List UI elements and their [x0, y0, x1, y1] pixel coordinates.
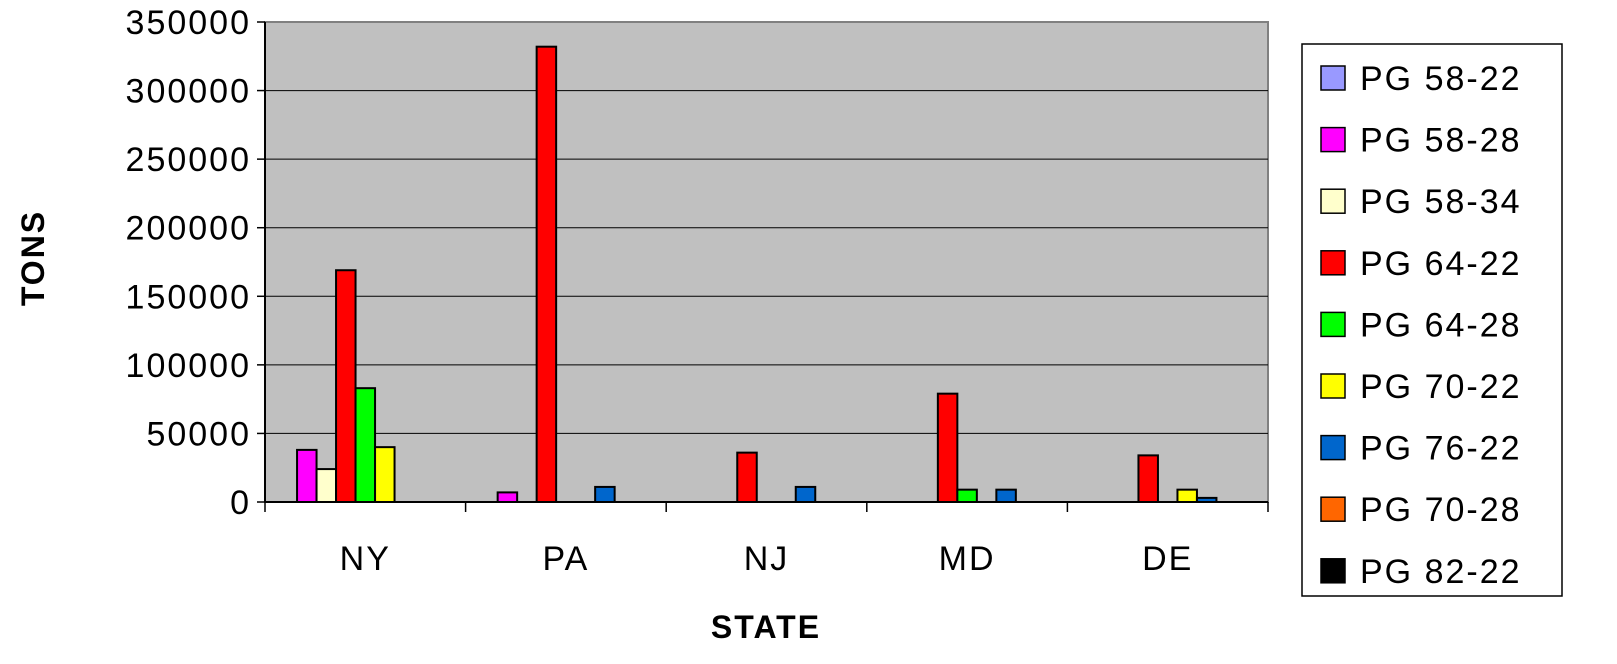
legend-swatch — [1320, 311, 1346, 338]
legend-swatch — [1320, 558, 1346, 584]
legend: PG 58-22 PG 58-28 PG 58-34 PG 64-22 PG 64-28… — [1301, 43, 1563, 597]
legend-label: PG 64-28 — [1360, 306, 1522, 344]
x-tick-labels: NY PA NJ MD DE — [340, 540, 1193, 578]
bar — [936, 392, 959, 503]
legend-swatch — [1320, 188, 1346, 214]
bar — [535, 45, 558, 504]
legend-label: PG 58-28 — [1360, 122, 1522, 160]
bar — [354, 387, 377, 503]
legend-swatch — [1320, 250, 1346, 276]
y-tick-label: 0 — [230, 484, 251, 522]
y-tick-label: 50000 — [146, 415, 251, 453]
x-tick-label: DE — [1142, 540, 1193, 578]
x-tick-label: MD — [939, 540, 996, 578]
y-tick-label: 350000 — [126, 4, 251, 42]
bar — [374, 446, 396, 503]
legend-label: PG 64-22 — [1360, 245, 1522, 283]
y-tick-label: 200000 — [126, 210, 251, 248]
legend-label: PG 70-22 — [1360, 368, 1522, 406]
bars — [296, 45, 1218, 504]
legend-label: PG 76-22 — [1360, 430, 1522, 468]
y-tick-label: 300000 — [126, 73, 251, 111]
legend-label: PG 70-28 — [1360, 491, 1522, 529]
legend-label: PG 58-22 — [1360, 60, 1522, 98]
bar — [995, 488, 1017, 503]
legend-swatch — [1320, 496, 1346, 522]
x-tick-label: PA — [542, 540, 589, 578]
x-tick-label: NY — [340, 540, 391, 578]
bar — [736, 451, 758, 503]
bar — [1137, 454, 1159, 503]
y-tick-label: 100000 — [126, 347, 251, 385]
plot-area — [264, 21, 1269, 503]
legend-swatch — [1320, 65, 1346, 91]
legend-swatch — [1320, 373, 1346, 399]
bar — [296, 448, 318, 503]
legend-label: PG 58-34 — [1360, 183, 1522, 221]
legend-label: PG 82-22 — [1360, 553, 1522, 591]
y-tick-labels: 0 50000 100000 150000 200000 250000 300000 3500… — [126, 4, 251, 522]
bar — [315, 468, 338, 504]
y-axis-title: TONS — [15, 210, 51, 306]
legend-swatch — [1320, 434, 1346, 461]
y-tick-label: 250000 — [126, 141, 251, 179]
bar — [794, 485, 817, 503]
y-tick-label: 150000 — [126, 278, 251, 316]
gridlines — [265, 90, 1268, 434]
bar — [1176, 488, 1198, 503]
legend-swatch — [1320, 126, 1346, 153]
bar — [594, 485, 616, 503]
x-axis-title: STATE — [711, 609, 821, 645]
axes — [257, 21, 1269, 512]
bar — [956, 488, 978, 503]
x-tick-label: NJ — [744, 540, 790, 578]
bar — [335, 269, 357, 503]
bar — [496, 491, 519, 503]
